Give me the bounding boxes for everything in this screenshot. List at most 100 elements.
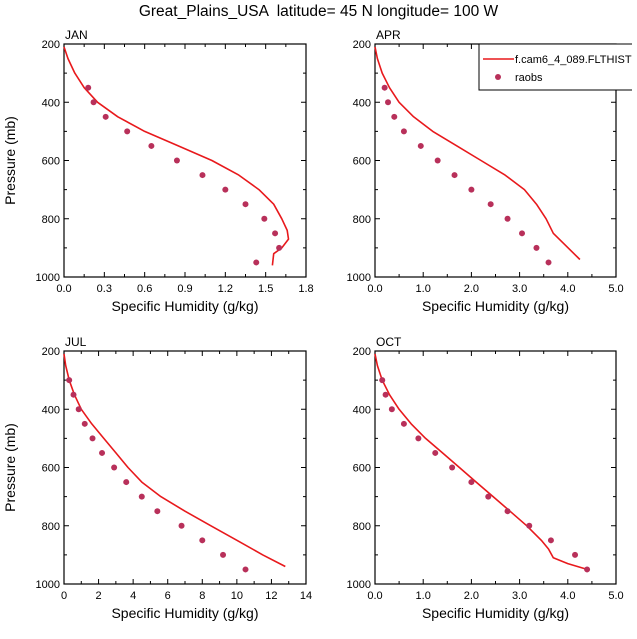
raobs-point [261, 215, 268, 222]
panel-jan: JAN 0.0 0.3 0.6 0.9 1.2 1.5 1.8 200 400 600 800 1000… [2, 28, 314, 314]
raobs-point [434, 157, 441, 164]
legend-marker-swatch [495, 74, 501, 80]
x-tick-label: 4 [130, 590, 136, 602]
raobs-point [519, 230, 526, 237]
raobs-point [526, 522, 533, 529]
raobs-point [90, 99, 97, 106]
raobs-point [504, 508, 511, 515]
raobs-point [173, 157, 180, 164]
x-tick-label: 0.6 [137, 283, 152, 295]
raobs-point [276, 244, 283, 251]
raobs-point [417, 142, 424, 149]
raobs-point [154, 508, 161, 515]
x-axis-label: Specific Humidity (g/kg) [422, 605, 569, 621]
raobs-point [70, 391, 77, 398]
plot-frame [374, 350, 617, 585]
raobs-point [533, 244, 540, 251]
raobs-point [379, 377, 386, 384]
x-tick-label: 1.0 [416, 590, 431, 602]
y-tick-label: 600 [42, 463, 60, 475]
raobs-point [102, 113, 109, 120]
raobs-point [400, 420, 407, 427]
raobs-point [415, 435, 422, 442]
x-tick-label: 12 [265, 590, 277, 602]
x-tick-label: 0.0 [56, 283, 71, 295]
raobs-point [468, 186, 475, 193]
x-tick-label: 6 [165, 590, 171, 602]
raobs-point [66, 377, 73, 384]
x-axis-label: Specific Humidity (g/kg) [422, 298, 569, 314]
x-tick-label: 8 [199, 590, 205, 602]
x-tick-label: 1.8 [298, 283, 313, 295]
legend-label-raobs: raobs [515, 72, 543, 84]
x-tick-label: 3.0 [512, 283, 527, 295]
x-tick-label: 5.0 [608, 590, 623, 602]
raobs-point [391, 113, 398, 120]
x-tick-label: 14 [300, 590, 312, 602]
y-tick-label: 1000 [347, 272, 371, 284]
raobs-point [81, 420, 88, 427]
raobs-point [400, 128, 407, 135]
raobs-point [504, 215, 511, 222]
y-tick-label: 600 [353, 463, 371, 475]
y-tick-label: 800 [353, 214, 371, 226]
raobs-point [242, 201, 249, 208]
raobs-point [382, 391, 389, 398]
raobs-point [487, 201, 494, 208]
raobs-point [272, 230, 279, 237]
raobs-point [572, 551, 579, 558]
raobs-point [545, 259, 552, 266]
x-axis-label: Specific Humidity (g/kg) [111, 298, 258, 314]
raobs-point [138, 493, 145, 500]
raobs-point [178, 522, 185, 529]
raobs-point [485, 493, 492, 500]
raobs-point [89, 435, 96, 442]
raobs-point [220, 551, 227, 558]
panel-label: JUL [65, 335, 87, 349]
y-tick-label: 800 [42, 214, 60, 226]
raobs-point [242, 566, 249, 573]
raobs-point [75, 406, 82, 413]
model-line [374, 353, 588, 571]
y-axis-label: Pressure (mb) [2, 423, 18, 512]
y-tick-label: 1000 [36, 579, 60, 591]
x-tick-label: 4.0 [560, 590, 575, 602]
raobs-point [432, 449, 439, 456]
y-tick-label: 400 [353, 404, 371, 416]
x-tick-label: 0.0 [367, 283, 382, 295]
x-tick-label: 1.2 [218, 283, 233, 295]
legend-box [478, 43, 632, 91]
x-tick-label: 0.9 [177, 283, 192, 295]
raobs-point [123, 479, 130, 486]
panel-label: OCT [376, 335, 402, 349]
x-tick-label: 10 [231, 590, 243, 602]
x-tick-label: 1.0 [416, 283, 431, 295]
y-tick-label: 200 [353, 39, 371, 51]
raobs-point [199, 172, 206, 179]
y-tick-label: 400 [42, 404, 60, 416]
y-tick-label: 200 [353, 346, 371, 358]
panel-apr: APR 0.0 1.0 2.0 3.0 4.0 5.0 200 400 600 800 1000 Spe… [347, 28, 624, 314]
model-line [374, 46, 581, 261]
y-tick-label: 400 [353, 97, 371, 109]
x-tick-label: 2.0 [464, 590, 479, 602]
model-line [63, 46, 290, 266]
y-tick-label: 1000 [347, 579, 371, 591]
raobs-point [199, 537, 206, 544]
raobs-point [385, 99, 392, 106]
raobs-point [222, 186, 229, 193]
y-tick-label: 1000 [36, 272, 60, 284]
x-tick-label: 1.5 [258, 283, 273, 295]
legend-label-model: f.cam6_4_089.FLTHIST [515, 54, 632, 66]
x-tick-label: 4.0 [560, 283, 575, 295]
raobs-point [111, 464, 118, 471]
y-tick-label: 800 [353, 521, 371, 533]
raobs-point [381, 84, 388, 91]
raobs-point [584, 566, 591, 573]
panel-label: APR [376, 28, 401, 42]
model-line [63, 353, 286, 568]
raobs-point [85, 84, 92, 91]
y-axis-label: Pressure (mb) [2, 116, 18, 205]
